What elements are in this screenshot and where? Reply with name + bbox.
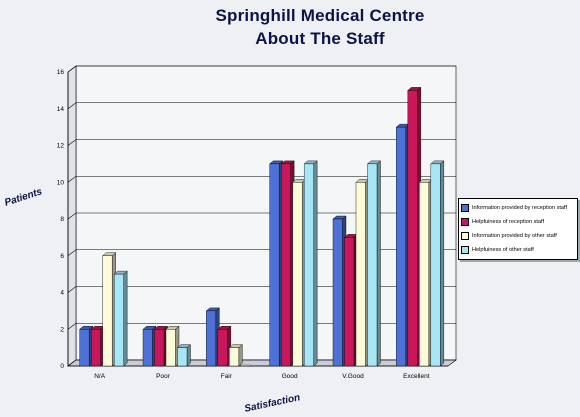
bar [142,329,153,367]
legend-item: Information provided by reception staff [461,201,575,215]
x-tick-label: Fair [221,373,233,380]
y-gridline [67,322,456,330]
bar [79,329,90,367]
y-gridline [67,175,456,183]
y-gridline [67,286,456,293]
y-tick-label: 16 [57,69,65,76]
bar [90,329,101,367]
bar [165,329,176,367]
y-tick-label: 8 [60,216,64,223]
legend-item: Helpfuiness of reception staff [461,215,575,229]
bar-side [440,160,445,367]
chart-title: Springhill Medical Centre [215,6,425,25]
x-tick-label: Excellent [403,373,430,380]
bar [419,182,430,367]
legend-label: Information provided by other staff [472,233,557,239]
legend-item: Information provided by other staff [461,229,575,243]
bar [407,90,418,367]
bar-side [186,344,191,367]
x-tick-label: N/A [94,373,106,380]
legend-swatch [461,232,469,240]
bar [280,163,291,367]
bar [292,182,303,367]
y-gridline [67,212,456,220]
legend-swatch [461,218,469,226]
y-tick-label: 12 [57,143,65,150]
y-gridline [67,359,456,367]
bar [217,329,228,367]
legend-label: Helpfuiness of other staff [472,247,534,253]
bar [269,163,280,367]
bar-side [313,160,318,367]
y-tick-label: 6 [60,253,64,260]
y-gridline [67,139,456,146]
x-tick-label: Good [282,373,298,380]
y-tick-label: 10 [57,179,65,186]
bar-side [376,160,381,367]
chart-subtitle: About The Staff [255,29,385,48]
bar-side [123,270,128,367]
bar [396,126,407,367]
x-tick-label: Poor [156,373,171,380]
bar [206,310,217,367]
bar [177,347,188,367]
bar [332,218,343,367]
bar-side [238,344,243,367]
chart-legend: Information provided by reception staff … [458,198,578,260]
bar [113,273,124,367]
bar [229,347,240,367]
legend-swatch [461,246,469,254]
bar [303,163,314,367]
y-tick-label: 4 [60,290,64,297]
y-tick-label: 14 [57,106,65,113]
legend-swatch [461,204,469,212]
bar [367,163,378,367]
y-gridline [67,249,456,256]
bar [240,364,251,367]
bar [355,182,366,367]
legend-item: Helpfuiness of other staff [461,243,575,257]
y-tick-label: 2 [60,326,64,333]
x-tick-label: V.Good [342,373,364,380]
legend-label: Helpfuiness of reception staff [472,219,545,225]
bar [102,255,113,367]
y-gridline [67,65,456,73]
legend-label: Information provided by reception staff [472,205,568,211]
bar [344,237,355,367]
bar [154,329,165,367]
y-tick-label: 0 [60,363,64,370]
y-gridline [67,102,456,109]
bar [430,163,441,367]
